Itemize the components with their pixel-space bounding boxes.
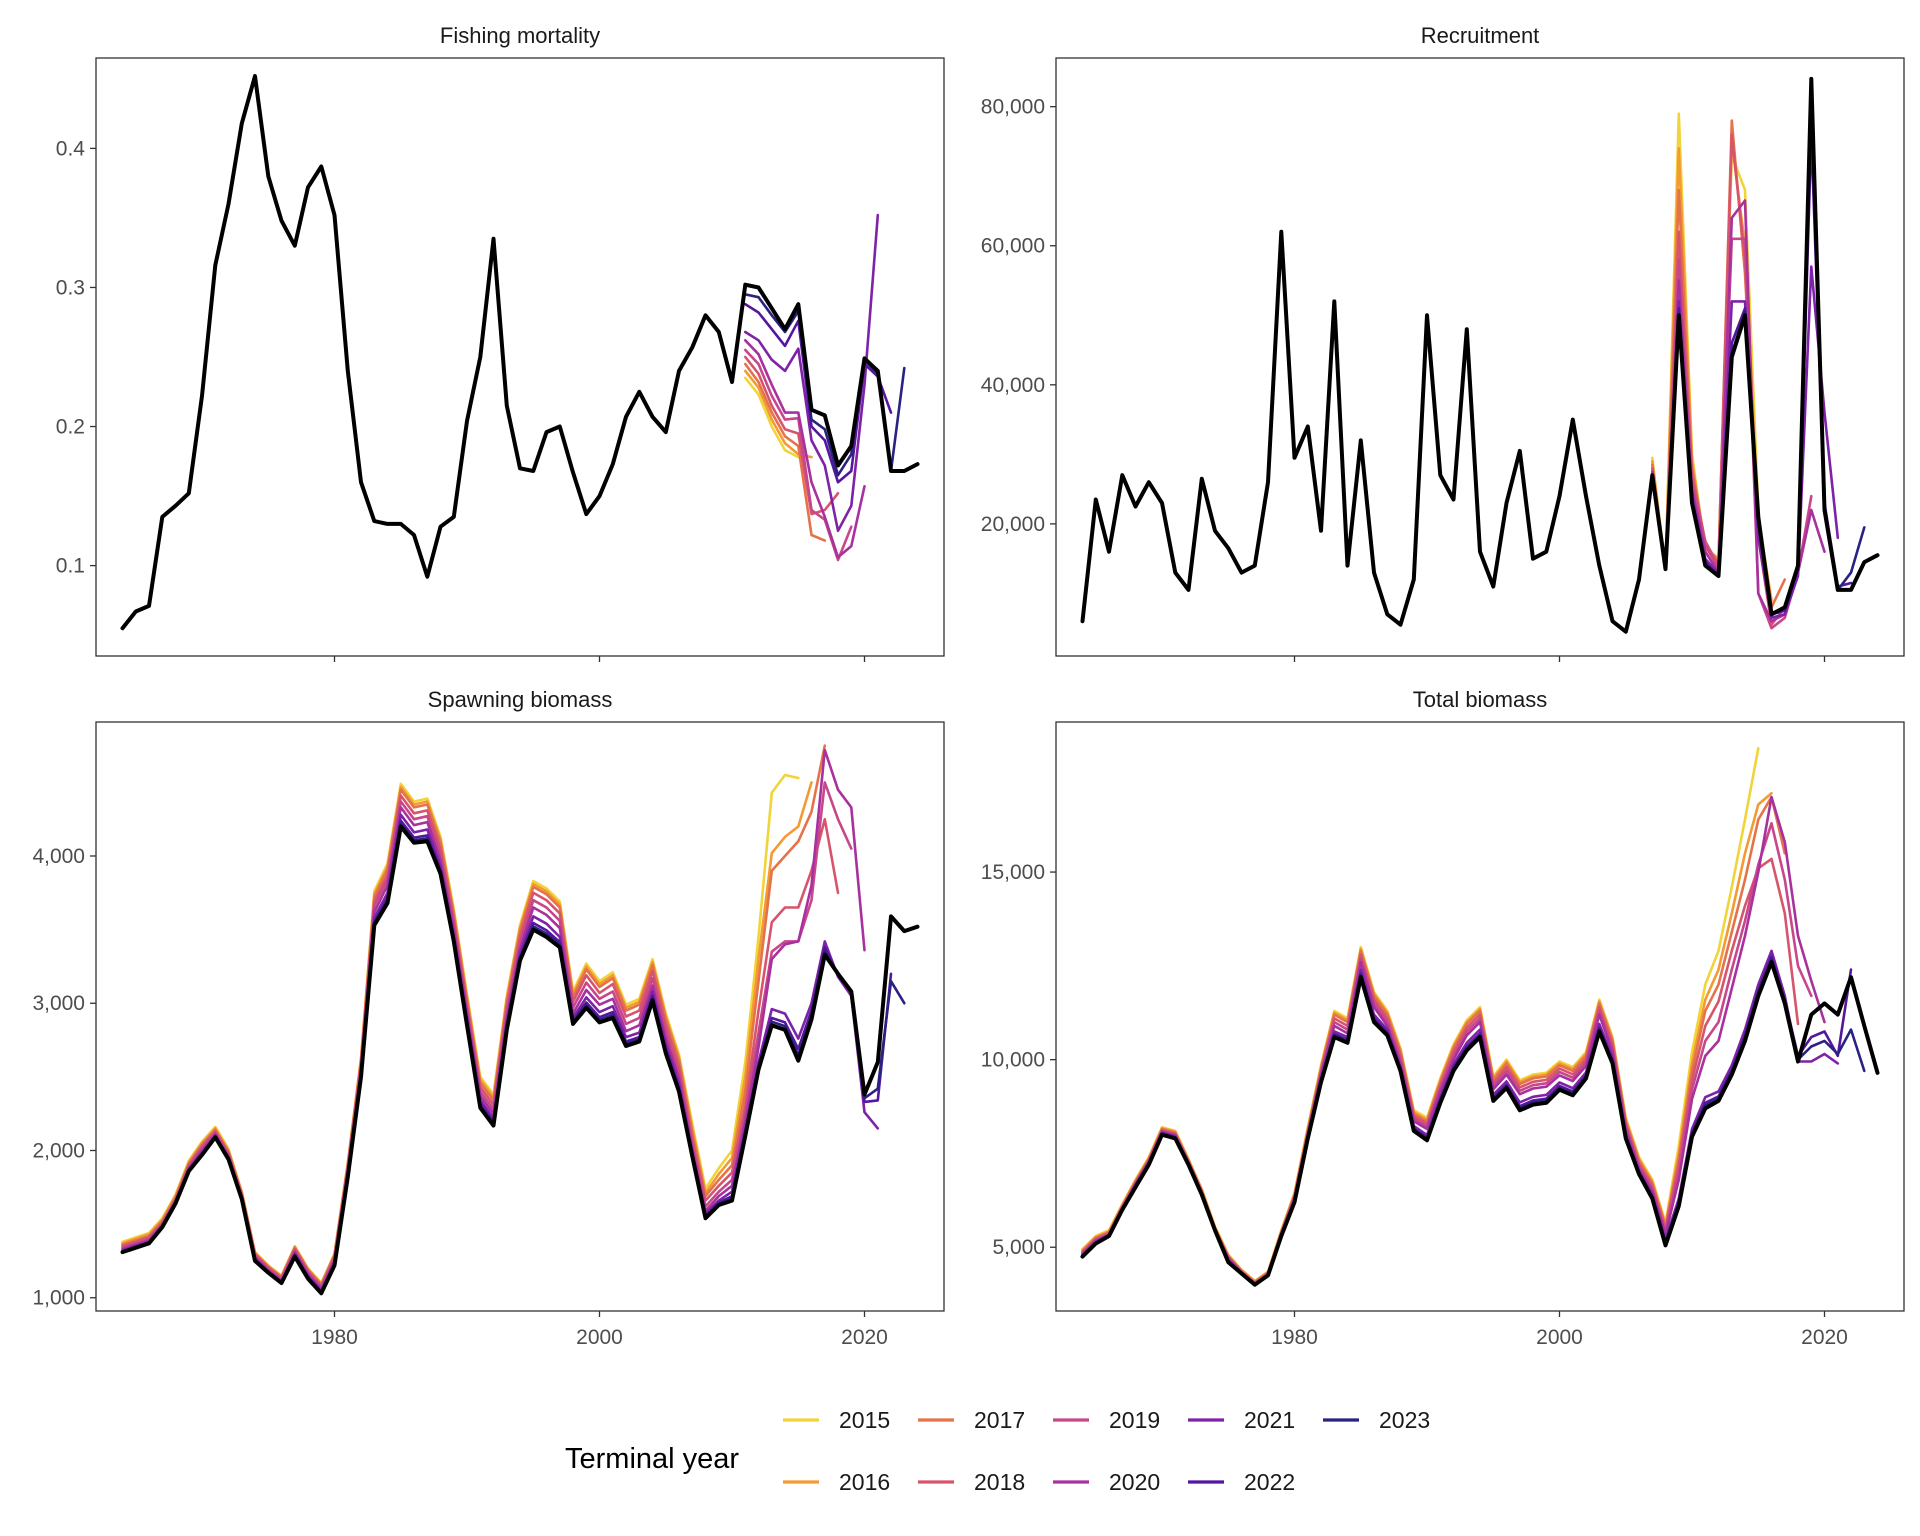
series-line-2018 <box>121 794 840 1288</box>
series-group <box>1080 76 1880 634</box>
legend-item-2021: 2021 <box>1188 1407 1295 1433</box>
legend-label: 2022 <box>1244 1469 1295 1495</box>
series-line-2017 <box>744 362 827 542</box>
panel-title: Recruitment <box>1421 23 1540 48</box>
legend-item-2018: 2018 <box>918 1469 1025 1495</box>
series-line-2021 <box>744 213 880 533</box>
legend-item-2016: 2016 <box>783 1469 890 1495</box>
legend-label: 2015 <box>839 1407 890 1433</box>
legend-item-2019: 2019 <box>1053 1407 1160 1433</box>
series-line-base <box>1080 76 1880 634</box>
legend-label: 2019 <box>1109 1407 1160 1433</box>
series-line-base <box>1080 960 1880 1287</box>
panel-total-biomass: Total biomass 5,000 10,000 15,000 1980 2000 2… <box>981 687 1905 1349</box>
series-line-2022 <box>744 302 893 484</box>
legend-item-2023: 2023 <box>1323 1407 1430 1433</box>
legend-label: 2017 <box>974 1407 1025 1433</box>
legend-item-2015: 2015 <box>783 1407 890 1433</box>
y-tick-label: 3,000 <box>32 992 85 1015</box>
panel-title: Spawning biomass <box>428 687 613 712</box>
x-tick-label: 2000 <box>1536 1326 1583 1349</box>
panel-border <box>95 57 945 657</box>
y-tick-label: 0.2 <box>56 416 85 439</box>
series-line-2015 <box>744 376 800 459</box>
series-group <box>120 74 920 631</box>
series-line-2022 <box>121 819 893 1294</box>
y-tick-label: 10,000 <box>981 1049 1045 1072</box>
series-line-2015 <box>121 773 800 1285</box>
series-line-2019 <box>121 781 853 1289</box>
legend-label: 2016 <box>839 1469 890 1495</box>
panel-title: Total biomass <box>1413 687 1548 712</box>
y-tick-label: 0.3 <box>56 276 85 299</box>
x-tick-label: 2000 <box>576 1326 623 1349</box>
series-line-2023 <box>1081 958 1866 1286</box>
y-tick-label: 40,000 <box>981 374 1045 397</box>
x-tick-label: 1980 <box>311 1326 358 1349</box>
y-tick-label: 20,000 <box>981 513 1045 536</box>
panel-recruitment: Recruitment 20,000 40,000 60,000 80,000 <box>981 23 1905 662</box>
legend-title: Terminal year <box>565 1443 739 1475</box>
y-tick-label: 5,000 <box>992 1236 1045 1259</box>
y-tick-label: 15,000 <box>981 861 1045 884</box>
legend: Terminal year 2015 2016 2017 2018 2019 2020 20… <box>565 1407 1430 1495</box>
panel-border <box>1055 57 1905 657</box>
legend-item-2017: 2017 <box>918 1407 1025 1433</box>
y-tick-label: 0.1 <box>56 555 85 578</box>
series-line-2018 <box>744 355 840 516</box>
x-tick-label: 1980 <box>1271 1326 1318 1349</box>
x-tick-label: 2020 <box>841 1326 888 1349</box>
panel-title: Fishing mortality <box>440 23 600 48</box>
series-line-2023 <box>121 822 906 1294</box>
legend-label: 2020 <box>1109 1469 1160 1495</box>
x-tick-label: 2020 <box>1801 1326 1848 1349</box>
y-tick-label: 60,000 <box>981 235 1045 258</box>
series-group <box>1080 747 1880 1287</box>
panel-border <box>95 721 945 1312</box>
y-tick-label: 0.4 <box>56 137 86 160</box>
legend-item-2020: 2020 <box>1053 1469 1160 1495</box>
series-line-2020 <box>744 339 866 559</box>
panel-border <box>1055 721 1905 1312</box>
series-line-base <box>120 74 920 631</box>
legend-label: 2021 <box>1244 1407 1295 1433</box>
series-group <box>120 744 920 1296</box>
y-tick-label: 2,000 <box>32 1139 85 1162</box>
series-line-2020 <box>1081 795 1826 1285</box>
y-tick-label: 4,000 <box>32 845 85 868</box>
series-line-2022 <box>1081 955 1853 1286</box>
panel-fishing-mortality: Fishing mortality 0.1 0.2 0.3 0.4 <box>56 23 945 662</box>
legend-label: 2018 <box>974 1469 1025 1495</box>
panel-spawning-biomass: Spawning biomass 1,000 2,000 3,000 4,000 198… <box>32 687 945 1349</box>
legend-item-2022: 2022 <box>1188 1469 1295 1495</box>
series-line-2019 <box>1651 237 1813 630</box>
series-line-base <box>120 824 920 1296</box>
y-tick-label: 80,000 <box>981 96 1045 119</box>
y-tick-label: 1,000 <box>32 1287 85 1310</box>
legend-label: 2023 <box>1379 1407 1430 1433</box>
series-line-2019 <box>1081 822 1813 1285</box>
